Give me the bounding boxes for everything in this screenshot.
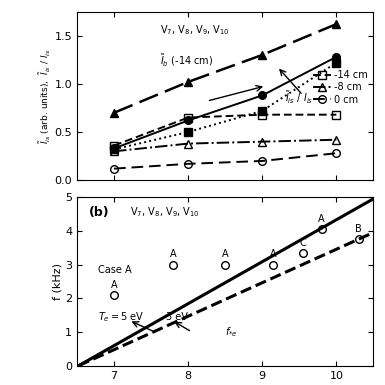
Text: C: C bbox=[300, 238, 306, 248]
Text: A: A bbox=[111, 280, 117, 290]
Text: B: B bbox=[355, 224, 362, 234]
-14 cm bbox=[260, 112, 264, 117]
Line: -8 cm: -8 cm bbox=[110, 136, 340, 155]
Text: 3 eV: 3 eV bbox=[166, 312, 188, 322]
Text: $T_e = 5$ eV: $T_e = 5$ eV bbox=[98, 310, 144, 324]
Text: A: A bbox=[170, 249, 177, 259]
Y-axis label: $\tilde{I}_{is}$ (arb. units),  $\tilde{I}_{is}$ / $I_{is}$: $\tilde{I}_{is}$ (arb. units), $\tilde{I… bbox=[38, 48, 53, 144]
-8 cm bbox=[334, 137, 339, 142]
-14 cm bbox=[186, 115, 191, 120]
Text: A: A bbox=[318, 214, 325, 224]
Text: A: A bbox=[270, 249, 277, 259]
-14 cm bbox=[112, 143, 116, 148]
0 cm bbox=[186, 162, 191, 166]
Text: V$_{7}$, V$_{8}$, V$_{9}$, V$_{10}$: V$_{7}$, V$_{8}$, V$_{9}$, V$_{10}$ bbox=[131, 206, 200, 219]
Y-axis label: f (kHz): f (kHz) bbox=[52, 263, 62, 300]
Text: $\tilde{I}_{b}$ (-14 cm): $\tilde{I}_{b}$ (-14 cm) bbox=[160, 52, 213, 69]
-14 cm bbox=[334, 112, 339, 117]
Text: $f_{*e}$: $f_{*e}$ bbox=[225, 325, 238, 339]
Text: Case A: Case A bbox=[98, 265, 131, 275]
Text: (b): (b) bbox=[89, 206, 109, 219]
-8 cm bbox=[112, 149, 116, 154]
Legend: -14 cm, -8 cm, 0 cm: -14 cm, -8 cm, 0 cm bbox=[313, 69, 368, 106]
Text: $\tilde{I}_{is}$ / $I_{is}$: $\tilde{I}_{is}$ / $I_{is}$ bbox=[285, 89, 313, 106]
-8 cm bbox=[186, 141, 191, 146]
0 cm bbox=[260, 159, 264, 163]
Text: V$_{7}$, V$_{8}$, V$_{9}$, V$_{10}$: V$_{7}$, V$_{8}$, V$_{9}$, V$_{10}$ bbox=[160, 23, 230, 37]
0 cm bbox=[334, 151, 339, 156]
Text: A: A bbox=[222, 249, 229, 259]
Line: -14 cm: -14 cm bbox=[110, 111, 340, 149]
0 cm bbox=[112, 166, 116, 171]
Line: 0 cm: 0 cm bbox=[110, 149, 340, 172]
-8 cm bbox=[260, 139, 264, 144]
